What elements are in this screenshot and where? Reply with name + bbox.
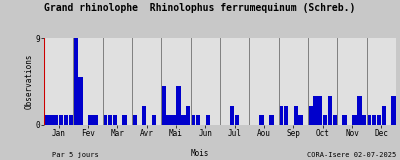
Bar (181, 115, 186, 125)
Bar (191, 115, 195, 125)
Bar (230, 106, 234, 125)
Bar (333, 115, 337, 125)
Bar (162, 86, 166, 125)
Bar (166, 115, 171, 125)
Bar (132, 115, 137, 125)
Bar (171, 115, 176, 125)
Bar (235, 115, 239, 125)
Text: Mois: Mois (191, 149, 209, 158)
Bar (382, 106, 386, 125)
Bar (64, 115, 68, 125)
Bar (54, 115, 58, 125)
Bar (279, 106, 283, 125)
Bar (186, 106, 190, 125)
Bar (328, 96, 332, 125)
Bar (44, 115, 49, 125)
Bar (308, 106, 313, 125)
Bar (88, 115, 93, 125)
Bar (284, 106, 288, 125)
Bar (122, 115, 127, 125)
Bar (108, 115, 112, 125)
Bar (298, 115, 303, 125)
Bar (142, 106, 146, 125)
Bar (152, 115, 156, 125)
Bar (352, 115, 357, 125)
Bar (269, 115, 274, 125)
Bar (318, 96, 322, 125)
Bar (259, 115, 264, 125)
Bar (362, 115, 366, 125)
Bar (294, 106, 298, 125)
Bar (323, 115, 327, 125)
Bar (49, 115, 54, 125)
Bar (196, 115, 200, 125)
Bar (59, 115, 63, 125)
Bar (342, 115, 347, 125)
Text: Par 5 jours: Par 5 jours (52, 152, 99, 158)
Bar (391, 96, 396, 125)
Bar (176, 86, 181, 125)
Y-axis label: Observations: Observations (25, 54, 34, 109)
Bar (367, 115, 371, 125)
Bar (93, 115, 98, 125)
Bar (113, 115, 117, 125)
Text: Grand rhinolophe  Rhinolophus ferrumequinum (Schreb.): Grand rhinolophe Rhinolophus ferrumequin… (44, 3, 356, 13)
Bar (74, 38, 78, 125)
Bar (103, 115, 107, 125)
Bar (357, 96, 362, 125)
Bar (206, 115, 210, 125)
Bar (69, 115, 73, 125)
Bar (313, 96, 318, 125)
Text: CORA-Isere 02-07-2025: CORA-Isere 02-07-2025 (307, 152, 396, 158)
Bar (78, 77, 83, 125)
Bar (372, 115, 376, 125)
Bar (377, 115, 381, 125)
